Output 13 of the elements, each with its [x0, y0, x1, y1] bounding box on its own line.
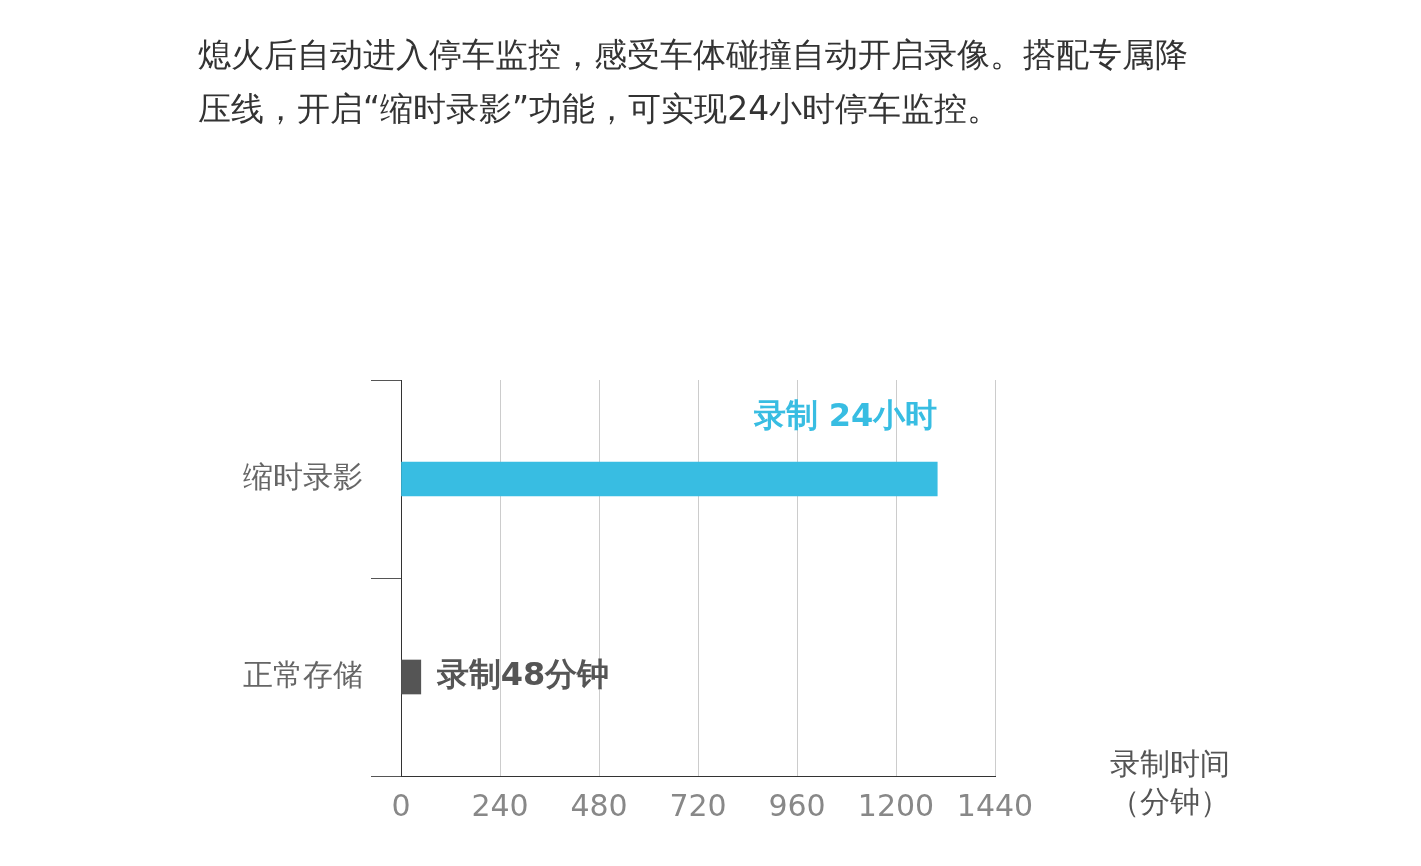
x-tick-label: 720 [669, 787, 727, 823]
y-tick-label: 正常存储 [243, 656, 363, 692]
x-tick-label: 240 [471, 787, 529, 823]
x-tick-label: 480 [570, 787, 628, 823]
x-tick-label: 960 [768, 787, 826, 823]
annotation: 录制 24小时 [752, 396, 938, 435]
y-tick-label: 缩时录影 [243, 458, 363, 494]
chart-title: 熄火后自动进入停车监控，感受车体碰撞自动开启录像。搭配专属降压线，开启“缩时录影”功能，可实现24小时停车监控。 [198, 34, 1188, 130]
annotation: 录制48分钟 [435, 655, 610, 694]
x-tick-label: 1440 [956, 787, 1034, 823]
x-axis-title: 录制时间（分钟） [1109, 745, 1231, 821]
x-tick-label: 1200 [857, 787, 935, 823]
x-tick-label: 0 [391, 787, 411, 823]
